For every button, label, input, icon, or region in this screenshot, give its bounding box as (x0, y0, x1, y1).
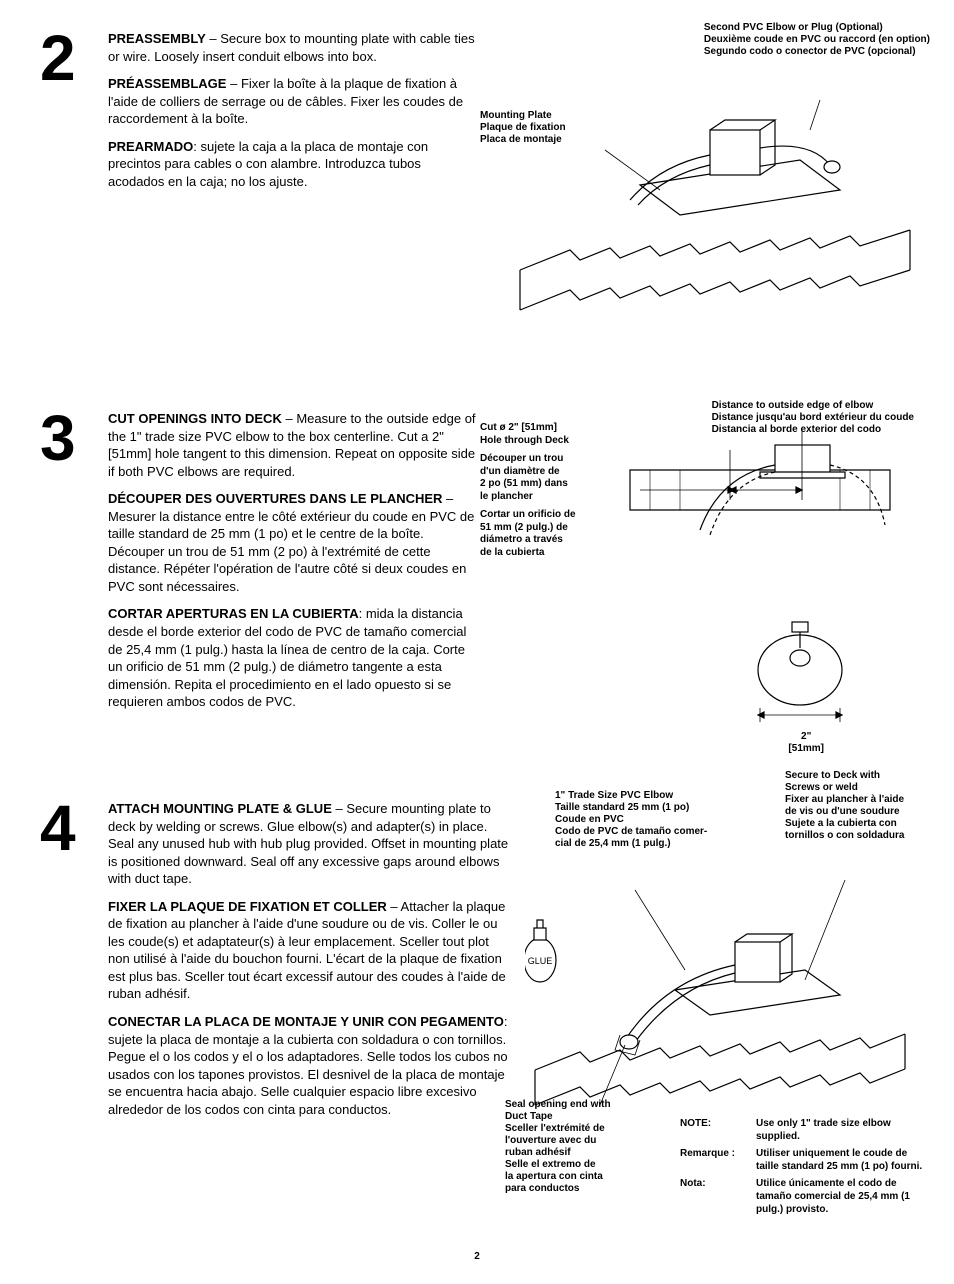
callout-top-right: Distance to outside edge of elbow Distan… (712, 400, 914, 436)
note-row: NOTE:Use only 1" trade size elbow suppli… (680, 1117, 930, 1143)
step-body: ATTACH MOUNTING PLATE & GLUE – Secure mo… (108, 800, 915, 1220)
notes-block: NOTE:Use only 1" trade size elbow suppli… (680, 1117, 930, 1220)
step-number: 2 (40, 30, 90, 88)
step-number: 4 (40, 800, 90, 858)
note-row: Remarque :Utiliser uniquement le coude d… (680, 1147, 930, 1173)
callout-left: Mounting Plate Plaque de fixation Placa … (480, 110, 566, 146)
para-head: ATTACH MOUNTING PLATE & GLUE (108, 801, 332, 816)
svg-text:GLUE: GLUE (528, 956, 553, 966)
callout-seal: Seal opening end with Duct Tape Sceller … (505, 1099, 635, 1195)
callout-left-block: Cut ø 2" [51mm] Hole through Deck Découp… (480, 422, 595, 565)
callout-top-left: 1" Trade Size PVC Elbow Taille standard … (555, 790, 715, 850)
step-2: 2 PREASSEMBLY – Secure box to mounting p… (40, 30, 914, 370)
para-head: PREASSEMBLY (108, 31, 206, 46)
note-row: Nota:Utilice únicamente el codo de tamañ… (680, 1177, 930, 1216)
step-number: 3 (40, 410, 90, 468)
paragraph: CORTAR APERTURAS EN LA CUBIERTA: mida la… (108, 605, 478, 710)
step-3: 3 CUT OPENINGS INTO DECK – Measure to th… (40, 410, 914, 760)
step-diagram: Second PVC Elbow or Plug (Optional) Deux… (490, 30, 930, 370)
page-number: 2 (40, 1250, 914, 1264)
callout-top: Second PVC Elbow or Plug (Optional) Deux… (704, 22, 930, 58)
paragraph: CONECTAR LA PLACA DE MONTAJE Y UNIR CON … (108, 1013, 513, 1118)
step-body: CUT OPENINGS INTO DECK – Measure to the … (108, 410, 914, 760)
para-head: CONECTAR LA PLACA DE MONTAJE Y UNIR CON … (108, 1014, 504, 1029)
paragraph: CUT OPENINGS INTO DECK – Measure to the … (108, 410, 478, 480)
callout-top-right: Secure to Deck with Screws or weld Fixer… (785, 770, 925, 842)
step-text: ATTACH MOUNTING PLATE & GLUE – Secure mo… (108, 800, 513, 1220)
step-diagram: Distance to outside edge of elbow Distan… (490, 410, 914, 760)
paragraph: PRÉASSEMBLAGE – Fixer la boîte à la plaq… (108, 75, 478, 128)
paragraph: PREASSEMBLY – Secure box to mounting pla… (108, 30, 478, 65)
step-4: 4 ATTACH MOUNTING PLATE & GLUE – Secure … (40, 800, 914, 1220)
para-head: CUT OPENINGS INTO DECK (108, 411, 282, 426)
paragraph: ATTACH MOUNTING PLATE & GLUE – Secure mo… (108, 800, 513, 888)
step-body: PREASSEMBLY – Secure box to mounting pla… (108, 30, 930, 370)
step-diagram: 1" Trade Size PVC Elbow Taille standard … (525, 800, 915, 1220)
paragraph: FIXER LA PLAQUE DE FIXATION ET COLLER – … (108, 898, 513, 1003)
callout-dim: 2" [51mm] (788, 731, 824, 755)
deck-assembly-icon (510, 70, 930, 370)
para-head: DÉCOUPER DES OUVERTURES DANS LE PLANCHER (108, 491, 442, 506)
paragraph: PREARMADO: sujete la caja a la placa de … (108, 138, 478, 191)
cut-opening-icon (610, 410, 910, 760)
para-head: CORTAR APERTURAS EN LA CUBIERTA (108, 606, 359, 621)
paragraph: DÉCOUPER DES OUVERTURES DANS LE PLANCHER… (108, 490, 478, 595)
step-text: CUT OPENINGS INTO DECK – Measure to the … (108, 410, 478, 760)
para-head: PRÉASSEMBLAGE (108, 76, 226, 91)
step-text: PREASSEMBLY – Secure box to mounting pla… (108, 30, 478, 370)
para-head: PREARMADO (108, 139, 193, 154)
para-head: FIXER LA PLAQUE DE FIXATION ET COLLER (108, 899, 387, 914)
